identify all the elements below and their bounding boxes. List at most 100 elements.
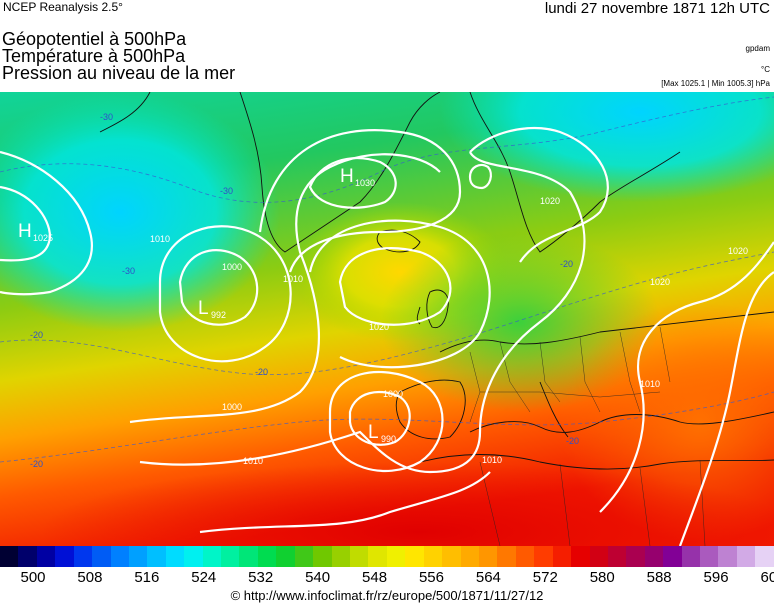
italy-coast <box>539 381 569 438</box>
color-swatch <box>18 546 37 567</box>
isobar-labels: 1010 1000 1010 1020 1020 1000 1010 1010 … <box>150 196 748 466</box>
isobar-label: 1000 <box>222 402 242 412</box>
color-swatch <box>405 546 424 567</box>
color-swatch <box>571 546 590 567</box>
color-swatch <box>73 546 93 567</box>
title-pressure: Pression au niveau de la mer <box>2 63 236 83</box>
color-swatch <box>128 546 148 567</box>
color-swatch <box>626 546 645 567</box>
color-swatch <box>202 546 222 567</box>
pressure-center-high: H 1025 <box>18 221 53 243</box>
color-swatch <box>460 546 479 567</box>
tick-label: 548 <box>362 569 388 586</box>
isobars <box>0 126 774 546</box>
isobar-label: 1020 <box>728 246 748 256</box>
pressure-center-high: H 1030 <box>340 166 375 188</box>
color-swatch <box>497 546 516 567</box>
color-swatch <box>644 546 664 567</box>
color-swatch <box>534 546 553 567</box>
isotherm-label: -30 <box>220 186 233 196</box>
color-swatch <box>718 546 737 567</box>
color-swatch <box>552 546 572 567</box>
svg-text:H: H <box>18 221 32 242</box>
color-swatch <box>92 546 111 567</box>
color-swatch <box>755 546 774 567</box>
isotherm-label: -20 <box>560 259 573 269</box>
isotherm-label: -20 <box>566 436 579 446</box>
source-label: NCEP Reanalysis 2.5° <box>3 0 123 14</box>
hot-zone-south <box>40 462 774 546</box>
isobar-label: 1000 <box>383 389 403 399</box>
tick-label: 524 <box>191 569 217 586</box>
map-titles: Géopotentiel à 500hPa Température à 500h… <box>2 30 236 83</box>
svg-text:990: 990 <box>381 434 396 444</box>
color-swatch <box>700 546 719 567</box>
isobar-label: 1010 <box>243 456 263 466</box>
unit-temperature: °C <box>761 65 770 74</box>
isotherm-labels: -30 -30 -30 -20 -20 -20 -20 -20 <box>30 112 579 469</box>
country-borders <box>469 326 706 546</box>
weather-map: 1010 1000 1010 1020 1020 1000 1010 1010 … <box>0 92 774 546</box>
svg-text:992: 992 <box>211 310 226 320</box>
color-swatch <box>515 546 535 567</box>
color-swatch <box>147 546 166 567</box>
color-swatch <box>736 546 756 567</box>
tick-label: 556 <box>418 569 444 586</box>
europe-north-coast <box>439 311 774 353</box>
color-scale-ticks: 500 508 516 524 532 540 548 556 564 572 580 588 596 6… <box>0 569 774 587</box>
color-swatch <box>55 546 74 567</box>
color-swatch <box>663 546 682 567</box>
color-swatch <box>294 546 314 567</box>
tick-label: 508 <box>77 569 103 586</box>
isotherm-label: -30 <box>122 266 135 276</box>
isotherm-label: -30 <box>100 112 113 122</box>
color-swatch <box>184 546 203 567</box>
svg-text:1030: 1030 <box>355 178 375 188</box>
tick-label: 580 <box>589 569 615 586</box>
unit-geopotential: gpdam <box>745 44 770 53</box>
isobar-low-iberia <box>348 390 411 446</box>
isobar-label: 1000 <box>222 262 242 272</box>
britain-coast <box>426 289 449 329</box>
isobar-label: 1010 <box>283 274 303 284</box>
color-swatch <box>589 546 608 567</box>
isobar-label: 1010 <box>150 234 170 244</box>
tick-label: 596 <box>703 569 729 586</box>
tick-label: 564 <box>475 569 501 586</box>
isotherm-label: -20 <box>30 330 43 340</box>
color-swatch <box>221 546 240 567</box>
tick-label: 516 <box>134 569 160 586</box>
scandinavia-coast <box>469 92 681 253</box>
canada-coast <box>99 92 151 133</box>
pressure-center-low: L 990 <box>368 422 396 444</box>
color-swatch <box>257 546 277 567</box>
isobar-high-ridge <box>338 247 452 326</box>
color-swatch <box>368 546 387 567</box>
color-swatch <box>165 546 185 567</box>
pressure-center-low: L 992 <box>198 298 226 320</box>
ireland-coast <box>416 306 421 325</box>
color-swatch <box>239 546 258 567</box>
svg-text:H: H <box>340 166 354 187</box>
unit-pressure-range: [Max 1025.1 | Min 1005.3] hPa <box>661 79 770 88</box>
color-swatch <box>681 546 701 567</box>
isobar-label: 1020 <box>369 322 389 332</box>
cold-pool-west <box>0 92 280 332</box>
color-swatch <box>0 546 19 567</box>
color-swatch <box>313 546 332 567</box>
color-swatch <box>607 546 627 567</box>
tick-label: 588 <box>646 569 672 586</box>
cold-pool-north <box>440 92 774 202</box>
tick-label: 572 <box>532 569 558 586</box>
iberia-coast <box>395 379 466 440</box>
color-swatch <box>478 546 498 567</box>
tick-label: 540 <box>305 569 331 586</box>
svg-text:L: L <box>198 298 209 319</box>
isobar-label: 1020 <box>650 277 670 287</box>
date-label: lundi 27 novembre 1871 12h UTC <box>544 0 770 17</box>
color-swatch <box>423 546 443 567</box>
color-swatch <box>442 546 461 567</box>
color-swatch <box>36 546 56 567</box>
tick-label: 532 <box>248 569 274 586</box>
isotherm-label: -20 <box>30 459 43 469</box>
